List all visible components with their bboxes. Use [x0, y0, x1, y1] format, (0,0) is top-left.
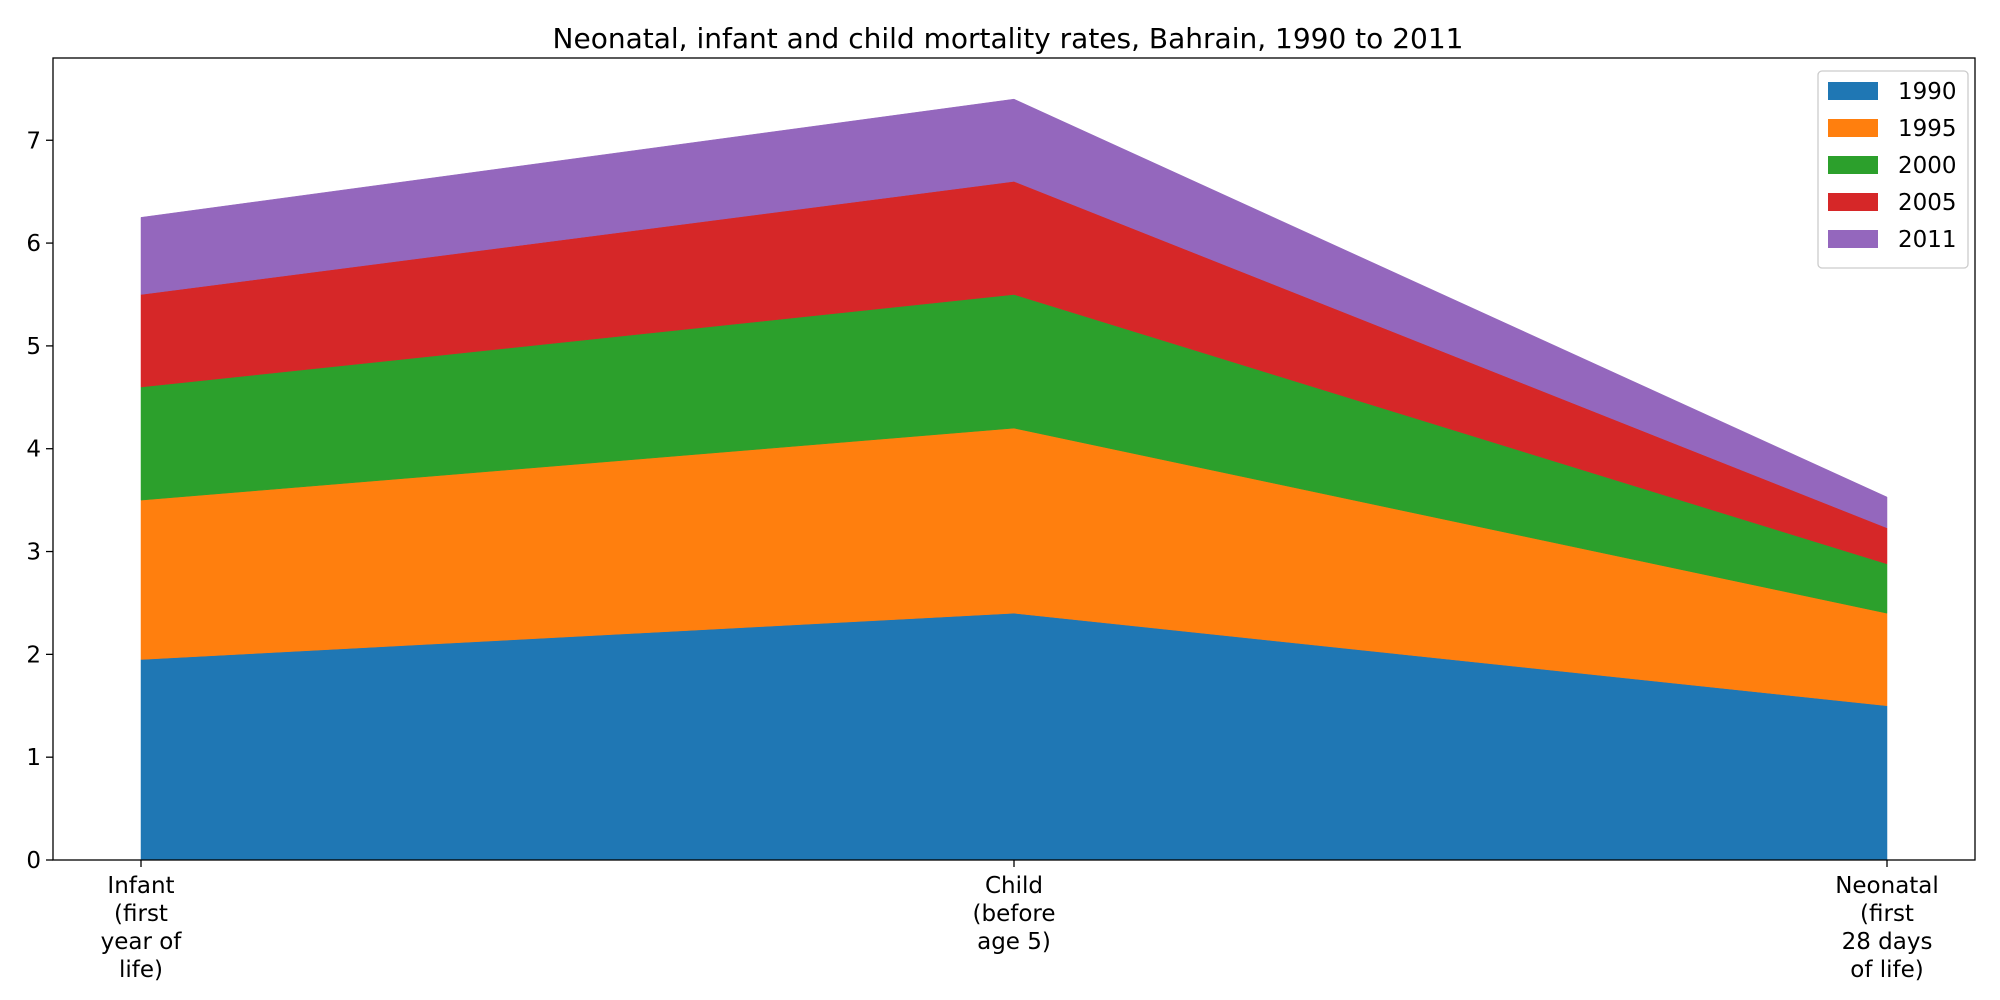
y-tick-label: 0: [26, 848, 41, 874]
legend-swatch-2000: [1828, 156, 1878, 174]
legend-label-2011: 2011: [1898, 227, 1957, 253]
legend-label-2000: 2000: [1898, 153, 1957, 179]
chart-title: Neonatal, infant and child mortality rat…: [553, 22, 1464, 55]
y-tick-label: 4: [26, 437, 41, 463]
x-axis: Infant (first year of life) Child (before age …: [101, 860, 1939, 983]
x-tick-label: Child (before age 5): [973, 873, 1056, 955]
legend-swatch-1995: [1828, 119, 1878, 137]
y-tick-label: 3: [26, 540, 41, 566]
x-tick-label: Neonatal (first 28 days of life): [1835, 873, 1939, 983]
legend-label-1990: 1990: [1898, 79, 1957, 105]
y-axis: 0 1 2 3 4 5 6 7: [26, 128, 53, 874]
area-series-2011: [140, 98, 1888, 529]
area-series-group: [140, 98, 1888, 861]
y-tick-label: 6: [26, 231, 41, 257]
x-tick-label: Infant (first year of life): [101, 873, 183, 983]
legend-swatch-1990: [1828, 82, 1878, 100]
legend-swatch-2005: [1828, 193, 1878, 211]
legend-label-2005: 2005: [1898, 190, 1957, 216]
y-tick-label: 5: [26, 334, 41, 360]
y-tick-label: 1: [26, 745, 41, 771]
legend-swatch-2011: [1828, 230, 1878, 248]
y-tick-label: 7: [26, 128, 41, 154]
legend: 1990 1995 2000 2005 2011: [1817, 70, 1969, 269]
legend-label-1995: 1995: [1898, 116, 1957, 142]
y-tick-label: 2: [26, 642, 41, 668]
